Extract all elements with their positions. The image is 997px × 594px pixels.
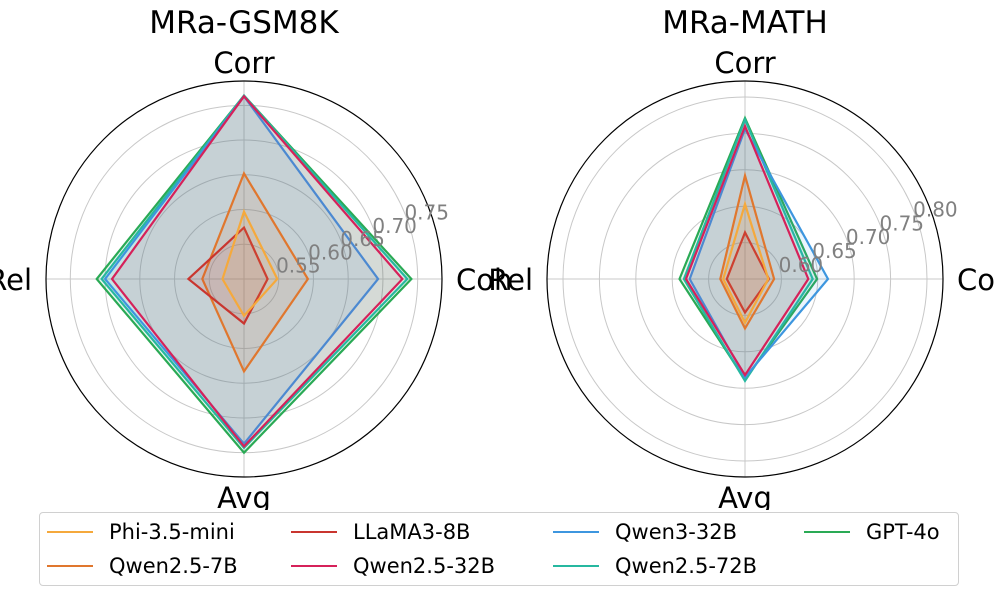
axis-label-avg: Avg [217,481,271,510]
series-line-qwen3-32b [688,126,830,380]
legend-item-qwen2-5-7b: Qwen2.5-7B [47,551,238,581]
legend-label: LLaMA3-8B [353,520,471,544]
chart-title: MRa-GSM8K [149,5,339,41]
legend-item-gpt-4o: GPT-4o [804,517,940,547]
radial-tick-label: 0.75 [880,211,925,235]
series-fill-qwen2-5-72b [683,119,813,381]
radial-tick-label: 0.80 [913,197,958,221]
chart-title: MRa-MATH [662,5,828,41]
series-line-phi-3-5-mini [722,200,770,326]
axis-label-coh: Coh [957,263,997,297]
legend-label: Qwen2.5-72B [615,554,758,578]
series-line-qwen2-5-32b [110,94,404,449]
legend-label: GPT-4o [866,520,940,544]
outer-frame [546,80,944,478]
series-line-qwen2-5-7b [719,171,776,331]
legend-label: Phi-3.5-mini [109,520,235,544]
series-fill-gpt-4o [679,118,818,380]
radial-tick-label: 0.65 [340,227,385,251]
series-line-llama3-8b [186,225,269,326]
radial-tick-label: 0.70 [846,225,891,249]
series-line-qwen2-5-72b [682,116,814,383]
series-fill-qwen3-32b [689,129,828,378]
legend-item-phi-3-5-mini: Phi-3.5-mini [47,517,235,547]
radial-tick-label: 0.70 [372,214,417,238]
series-fill-phi-3-5-mini [723,204,769,323]
legend-swatch [291,531,337,533]
legend-item-llama3-8b: LLaMA3-8B [291,517,470,547]
radar-panel-mra-gsm8k: 0.550.600.650.700.75 Corr Coh Avg Rel MRa-GSM… [0,5,512,510]
legend-label: Qwen2.5-7B [109,554,238,578]
axis-label-rel: Rel [488,263,533,297]
axis-label-corr: Corr [714,46,775,80]
radar-figure: 0.550.600.650.700.75CorrCohAvgRelMRa-GSM… [0,5,997,510]
outer-frame [45,80,443,478]
radial-tick-label: 0.60 [779,253,824,277]
series-fill-qwen2-5-7b [202,173,308,372]
series-line-llama3-8b [725,229,771,315]
series-line-phi-3-5-mini [221,208,279,318]
series-line-qwen2-5-7b [201,170,310,374]
legend-swatch [47,531,93,533]
series-line-qwen3-32b [103,94,380,446]
series-fill-qwen2-5-32b [112,96,403,447]
radial-tick-label: 0.75 [404,201,449,225]
legend-label: Qwen2.5-32B [353,554,496,578]
axis-label-coh: Coh [456,263,512,297]
legend-label: Qwen3-32B [615,520,738,544]
legend-item-qwen2-5-32b: Qwen2.5-32B [291,551,495,581]
legend-item-qwen3-32b: Qwen3-32B [553,517,737,547]
legend-swatch [291,565,337,567]
legend: Phi-3.5-mini Qwen2.5-7B LLaMA3-8B Qwen2.… [39,512,959,586]
series-fill-qwen2-5-32b [686,126,809,376]
radial-tick-label: 0.55 [276,254,321,278]
axis-label-avg: Avg [718,481,772,510]
series-line-qwen2-5-32b [684,123,810,378]
radar-panel-mra-math: 0.600.650.700.750.80 Corr Coh Avg Rel MRa-MAT… [488,5,997,510]
legend-swatch [804,531,850,533]
radial-tick-label: 0.65 [812,239,857,263]
legend-item-qwen2-5-72b: Qwen2.5-72B [553,551,757,581]
legend-swatch [47,565,93,567]
legend-swatch [553,565,599,567]
series-fill-llama3-8b [188,227,268,324]
axis-label-rel: Rel [0,263,32,297]
series-line-gpt-4o [95,93,413,455]
radial-tick-label: 0.60 [308,240,353,264]
axis-label-corr: Corr [213,46,274,80]
legend-swatch [553,531,599,533]
